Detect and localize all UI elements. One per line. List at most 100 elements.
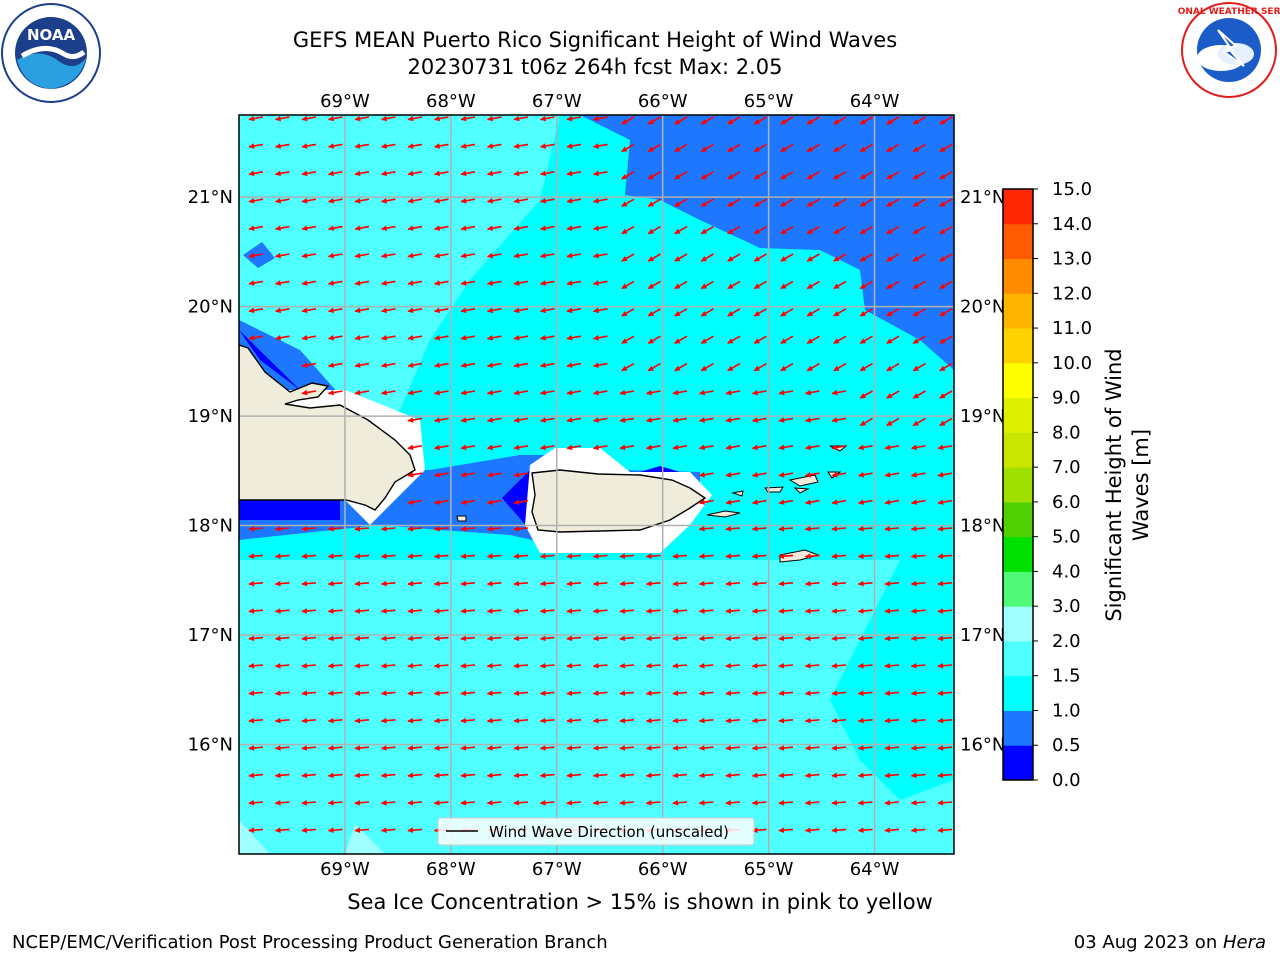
wave-direction-arrowhead: [354, 772, 361, 779]
wave-direction-arrowhead: [804, 717, 811, 724]
wave-direction-arrowhead: [327, 335, 335, 341]
wave-direction-arrowhead: [539, 444, 547, 451]
wave-direction-arrowhead: [857, 499, 865, 505]
wave-direction-arrowhead: [566, 444, 573, 451]
wave-direction-arrowhead: [513, 143, 520, 149]
legend: Wind Wave Direction (unscaled): [437, 817, 755, 846]
wave-direction-arrowhead: [780, 365, 787, 372]
wave-direction-arrowhead: [354, 553, 361, 559]
wave-direction-arrowhead: [619, 772, 626, 779]
wave-direction-arrowhead: [833, 173, 840, 180]
wave-direction-arrowhead: [566, 307, 573, 314]
wave-direction-arrowhead: [274, 225, 282, 231]
wave-direction-arrowhead: [857, 553, 864, 559]
wave-direction-arrowhead: [513, 444, 520, 451]
wave-direction-arrowhead: [621, 119, 628, 125]
lon-label-top: 66°W: [638, 91, 688, 112]
wave-direction-arrowhead: [778, 800, 785, 806]
colorbar-tick-label: 14.0: [1052, 214, 1092, 235]
wave-direction-arrowhead: [910, 499, 918, 505]
lon-label-bottom: 64°W: [850, 859, 900, 880]
wave-direction-arrowhead: [753, 201, 761, 207]
wave-direction-arrowhead: [592, 717, 599, 724]
wave-direction-arrowhead: [274, 800, 281, 806]
wave-direction-arrowhead: [753, 119, 761, 125]
colorbar-swatch: [1003, 640, 1033, 677]
wave-direction-arrowhead: [513, 472, 520, 478]
wave-direction-arrowhead: [751, 663, 758, 669]
wave-direction-arrowhead: [672, 635, 679, 642]
wave-direction-arrowhead: [460, 389, 467, 396]
wave-direction-arrowhead: [886, 228, 893, 235]
wave-direction-arrowhead: [674, 119, 681, 125]
wave-direction-arrowhead: [513, 389, 520, 396]
footer-date-text: 03 Aug 2023 on: [1073, 932, 1223, 953]
wave-direction-arrowhead: [460, 444, 467, 451]
wave-direction-arrowhead: [513, 553, 520, 559]
wave-direction-arrowhead: [886, 256, 893, 262]
wave-direction-arrowhead: [939, 201, 946, 207]
wave-direction-arrowhead: [592, 170, 600, 177]
wave-direction-arrowhead: [433, 335, 441, 341]
wave-direction-arrowhead: [274, 745, 281, 751]
wave-direction-arrowhead: [674, 201, 681, 207]
lat-label-right: 18°N: [960, 516, 1005, 537]
wave-direction-arrowhead: [301, 335, 308, 341]
wave-direction-arrowhead: [698, 417, 706, 423]
wave-direction-arrowhead: [674, 173, 681, 180]
wave-direction-arrowhead: [460, 663, 467, 669]
wave-direction-arrowhead: [672, 745, 679, 751]
wave-direction-arrowhead: [937, 444, 944, 451]
wave-direction-arrowhead: [884, 663, 891, 669]
wave-direction-arrowhead: [751, 827, 758, 833]
wave-direction-arrowhead: [539, 170, 547, 177]
wave-direction-arrowhead: [539, 800, 546, 806]
wave-direction-arrowhead: [884, 553, 891, 559]
wave-direction-arrowhead: [380, 717, 387, 724]
wave-direction-arrowhead: [380, 198, 388, 204]
wave-direction-arrowhead: [725, 580, 732, 587]
wave-direction-arrowhead: [460, 280, 467, 286]
wave-direction-arrowhead: [301, 280, 308, 286]
wave-direction-arrowhead: [859, 283, 867, 289]
wave-direction-arrowhead: [513, 526, 520, 532]
wave-direction-arrowhead: [513, 745, 520, 751]
wave-direction-arrowhead: [725, 608, 732, 614]
wave-direction-arrowhead: [647, 201, 655, 207]
wave-direction-arrowhead: [566, 280, 573, 286]
lon-label-top: 67°W: [532, 91, 582, 112]
wave-direction-arrowhead: [433, 417, 441, 423]
wave-direction-arrowhead: [380, 772, 387, 779]
wave-direction-arrowhead: [910, 745, 917, 751]
wave-direction-arrowhead: [301, 745, 308, 751]
wave-direction-arrowhead: [513, 307, 520, 314]
wave-direction-arrowhead: [619, 800, 626, 806]
wave-direction-arrowhead: [327, 663, 334, 669]
wave-band-0-0.5: [239, 330, 680, 530]
wave-direction-arrowhead: [912, 256, 920, 262]
wave-direction-arrowhead: [831, 635, 838, 642]
wave-direction-arrowhead: [912, 283, 920, 289]
wave-direction-arrowhead: [301, 526, 308, 532]
wave-direction-arrowhead: [486, 417, 494, 423]
wave-direction-arrowhead: [274, 827, 281, 833]
lat-label-right: 21°N: [960, 187, 1005, 208]
wave-direction-arrowhead: [486, 580, 493, 587]
wave-direction-arrowhead: [433, 225, 441, 231]
wave-direction-arrowhead: [910, 580, 917, 587]
wave-direction-arrowhead: [645, 553, 652, 559]
wave-direction-arrowhead: [433, 800, 440, 806]
wave-direction-arrowhead: [354, 717, 361, 724]
wave-direction-arrowhead: [248, 225, 255, 231]
wave-direction-arrowhead: [327, 745, 334, 751]
wave-direction-arrowhead: [566, 745, 573, 751]
wave-direction-arrowhead: [592, 143, 600, 149]
wave-direction-arrowhead: [301, 580, 308, 587]
wave-direction-arrowhead: [910, 472, 918, 478]
wave-direction-arrowhead: [592, 635, 599, 642]
wave-direction-arrowhead: [513, 800, 520, 806]
wave-direction-arrowhead: [700, 283, 708, 289]
wave-direction-arrowhead: [725, 526, 732, 532]
wave-direction-arrowhead: [539, 252, 547, 259]
wave-direction-arrowhead: [727, 173, 734, 180]
